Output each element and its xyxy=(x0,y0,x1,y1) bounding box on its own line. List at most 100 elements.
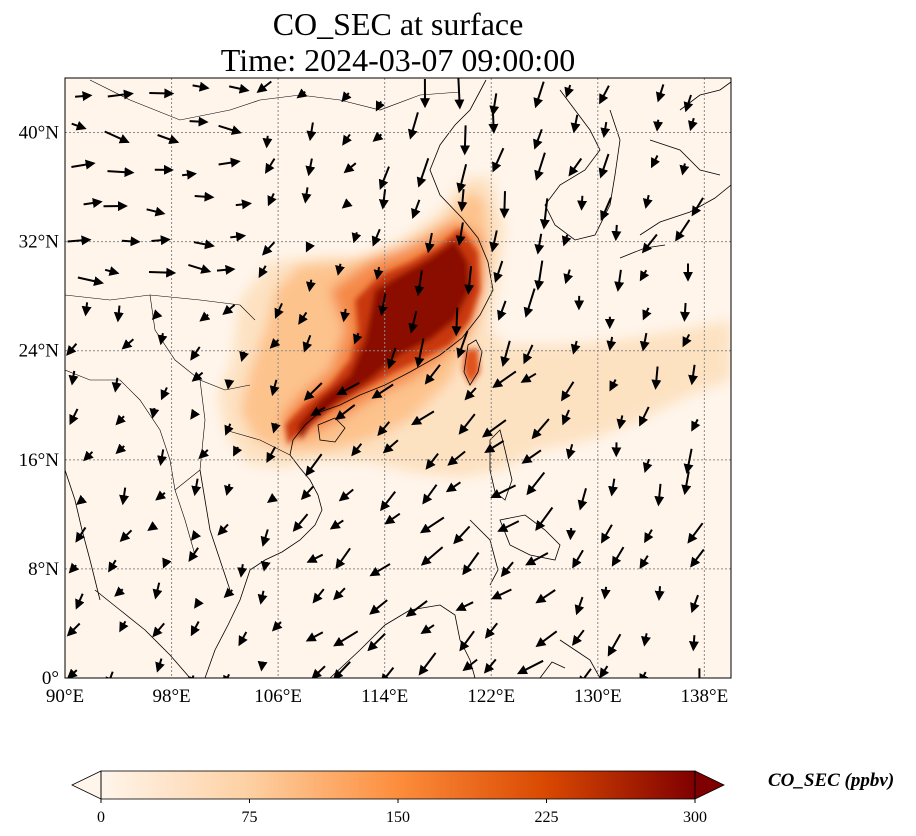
wind-arrow xyxy=(271,620,283,632)
wind-arrow xyxy=(534,233,545,255)
wind-arrow xyxy=(500,561,514,578)
wind-arrow xyxy=(298,311,308,325)
wind-arrow xyxy=(577,488,588,511)
wind-arrow xyxy=(333,587,346,601)
wind-arrow xyxy=(223,673,233,678)
lon-tick-label: 138°E xyxy=(681,686,729,707)
wind-arrow xyxy=(639,671,649,678)
wind-arrow xyxy=(188,263,212,274)
wind-arrow xyxy=(407,112,419,140)
wind-arrow xyxy=(419,516,445,534)
wind-arrow xyxy=(305,158,316,177)
coastline-philippines-south xyxy=(469,514,561,586)
wind-arrow xyxy=(521,449,542,464)
wind-arrow xyxy=(453,525,471,545)
wind-arrow xyxy=(683,94,694,113)
wind-arrow xyxy=(199,311,211,322)
wind-arrow xyxy=(653,119,664,132)
wind-arrow xyxy=(152,622,165,638)
colorbar-label: CO_SEC (ppbv) xyxy=(768,770,895,791)
wind-arrow xyxy=(271,422,281,434)
wind-arrow xyxy=(149,88,175,99)
wind-arrow xyxy=(266,493,278,503)
wind-arrow xyxy=(380,666,395,678)
wind-arrow xyxy=(188,547,199,563)
wind-arrow xyxy=(378,166,390,190)
wind-arrow xyxy=(416,157,430,188)
colorbar-tick-label: 0 xyxy=(97,809,105,826)
wind-arrow xyxy=(193,239,215,250)
wind-arrow xyxy=(68,562,80,574)
wind-arrow xyxy=(147,521,159,532)
wind-arrow xyxy=(600,586,611,600)
wind-arrow xyxy=(104,266,120,276)
wind-arrow xyxy=(194,191,215,202)
wind-arrow xyxy=(492,370,517,388)
wind-arrow xyxy=(408,311,419,334)
wind-arrow xyxy=(535,630,558,648)
wind-arrow xyxy=(606,336,617,352)
wind-arrow xyxy=(190,346,201,361)
wind-arrow xyxy=(687,522,704,544)
wind-arrow xyxy=(681,471,692,496)
wind-arrow xyxy=(343,162,357,174)
wind-arrow xyxy=(565,444,576,460)
wind-arrow xyxy=(146,206,166,217)
wind-arrow xyxy=(238,631,248,647)
coastline-sulawesi xyxy=(539,639,601,678)
wind-arrow xyxy=(66,343,78,356)
wind-arrow xyxy=(237,564,248,578)
wind-arrow xyxy=(493,260,504,283)
wind-arrow xyxy=(157,134,180,145)
colorbar-tick-label: 75 xyxy=(242,809,258,826)
wind-arrow xyxy=(499,191,510,219)
coastlines-and-borders xyxy=(65,79,731,678)
wind-arrow xyxy=(372,131,384,142)
wind-arrow xyxy=(611,224,622,242)
wind-arrow xyxy=(378,189,389,210)
wind-arrow xyxy=(190,408,201,420)
longitude-tick-labels: 90°E 98°E 106°E 114°E 122°E 130°E 138°E xyxy=(46,686,728,707)
wind-arrow xyxy=(688,364,699,386)
wind-arrow xyxy=(608,478,618,497)
wind-arrow xyxy=(577,195,588,211)
wind-arrow xyxy=(490,588,512,600)
wind-arrow xyxy=(336,382,360,396)
colorbar-gradient xyxy=(101,771,695,799)
wind-arrow xyxy=(155,658,165,673)
wind-arrow xyxy=(454,78,465,110)
wind-arrow xyxy=(269,338,281,349)
wind-arrow xyxy=(267,192,277,207)
wind-arrow xyxy=(108,559,118,573)
wind-arrow xyxy=(563,269,574,285)
wind-arrow xyxy=(533,128,543,150)
wind-arrow xyxy=(218,124,242,135)
colorbar: 0 75 150 225 300 xyxy=(71,770,725,826)
wind-arrow xyxy=(609,379,619,392)
wind-arrow xyxy=(119,487,130,506)
wind-arrow xyxy=(218,157,241,168)
wind-arrow xyxy=(459,125,470,156)
colorbar-tick-label: 225 xyxy=(535,809,559,826)
wind-arrow xyxy=(642,458,653,474)
lat-tick-label: 8°N xyxy=(28,559,59,580)
wind-arrow xyxy=(680,302,690,322)
wind-arrow xyxy=(292,513,309,532)
wind-arrow xyxy=(107,167,135,178)
wind-arrow xyxy=(335,263,345,276)
coastline-thailand-malay xyxy=(199,469,251,678)
wind-arrow xyxy=(489,93,500,116)
wind-arrow xyxy=(607,633,622,657)
wind-arrow xyxy=(367,632,386,652)
wind-vectors xyxy=(66,78,705,678)
wind-arrow xyxy=(414,270,425,297)
wind-arrow xyxy=(66,622,81,637)
wind-arrow xyxy=(571,629,585,646)
wind-arrow xyxy=(342,133,352,146)
wind-arrow xyxy=(189,116,209,127)
wind-arrow xyxy=(305,453,323,477)
wind-arrow xyxy=(157,333,168,346)
wind-arrow xyxy=(312,588,325,604)
wind-arrow xyxy=(484,440,505,454)
wind-arrow xyxy=(230,231,247,242)
